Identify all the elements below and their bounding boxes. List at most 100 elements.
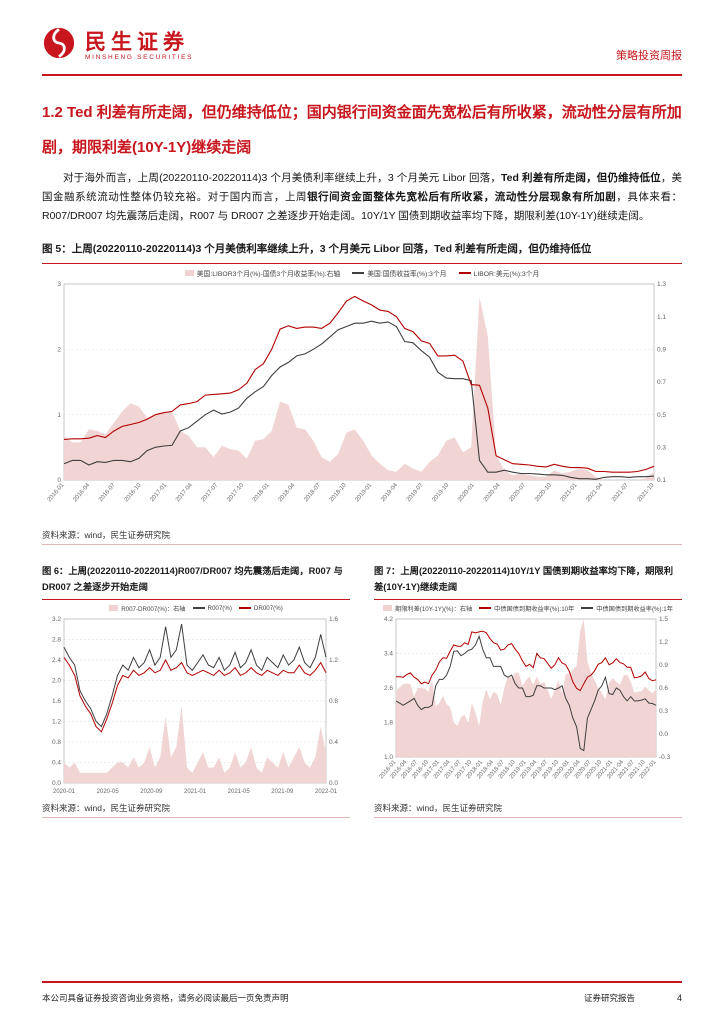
svg-text:2021-05: 2021-05 [228,789,251,795]
svg-text:0.0: 0.0 [52,780,61,787]
svg-text:2021-10: 2021-10 [637,482,656,503]
figure7-bottom-rule [374,816,682,818]
svg-text:1.2: 1.2 [52,718,61,725]
legend-item: 美国:国债收益率(%):3个月 [352,268,447,278]
legend-swatch [383,605,393,612]
section-heading: 1.2 Ted 利差有所走阔，但仍维持低位；国内银行间资金面先宽松后有所收紧，流… [42,104,682,156]
svg-text:0.9: 0.9 [657,346,666,353]
legend-item: 中债国债到期收益率(%):1年 [581,604,673,613]
figure7-legend: 期限利差(10Y-1Y)(%)：右轴 中债国债到期收益率(%):10年 中债国债到期… [374,604,682,613]
svg-text:2022-01: 2022-01 [315,789,338,795]
svg-text:-0.3: -0.3 [659,754,671,761]
svg-text:0.6: 0.6 [659,685,668,692]
figure6-source: 资料来源：wind，民生证券研究院 [42,802,170,813]
svg-text:0.3: 0.3 [659,708,668,715]
svg-text:0.5: 0.5 [657,411,666,418]
figure7-source: 资料来源：wind，民生证券研究院 [374,802,502,813]
svg-text:1: 1 [57,411,61,418]
svg-text:2021-01: 2021-01 [560,482,579,503]
svg-text:0.8: 0.8 [52,739,61,746]
svg-text:2018-04: 2018-04 [278,482,297,503]
svg-text:2.8: 2.8 [52,636,61,643]
legend-swatch [352,271,365,274]
legend-item: DR007(%) [238,605,283,612]
brand: 民生证券 MINSHENG SECURITIES [42,26,193,65]
svg-text:1.2: 1.2 [659,639,668,646]
legend-item: LIBOR:美元(%):3个月 [458,268,539,278]
svg-text:2017-01: 2017-01 [149,482,168,503]
figure5-top-rule [42,262,682,264]
svg-text:1.8: 1.8 [384,719,393,726]
brand-name-en: MINSHENG SECURITIES [85,53,194,61]
svg-text:1.3: 1.3 [657,281,666,288]
figure5-caption: 图 5：上周(20220110-20220114)3 个月美债利率继续上升，3 … [42,242,592,255]
figure6-legend: R007-DR007(%)：右轴 R007(%) DR007(%) [42,604,350,613]
legend-swatch [184,269,194,276]
svg-text:2017-07: 2017-07 [201,482,220,503]
figure5-bottom-rule [42,543,682,545]
svg-text:2018-07: 2018-07 [303,482,322,503]
figure-7: 图 7：上周(20220110-20220114)10Y/1Y 国债到期收益率均… [374,563,682,818]
report-type-label: 策略投资周报 [616,50,682,62]
svg-text:2016-01: 2016-01 [47,482,66,503]
legend-swatch [581,607,594,610]
svg-text:3: 3 [57,281,61,288]
svg-text:1.6: 1.6 [329,616,338,623]
svg-text:2016-10: 2016-10 [124,482,143,503]
legend-item: 期限利差(10Y-1Y)(%)：右轴 [383,604,472,613]
page-number: 4 [676,993,682,1003]
legend-swatch [238,607,251,610]
svg-text:0.4: 0.4 [329,739,338,746]
figure7-caption: 图 7：上周(20220110-20220114)10Y/1Y 国债到期收益率均… [374,565,673,592]
svg-text:0.0: 0.0 [329,780,338,787]
svg-text:0.0: 0.0 [659,731,668,738]
svg-text:0.3: 0.3 [657,444,666,451]
svg-text:2020-07: 2020-07 [508,482,527,503]
svg-text:2: 2 [57,346,61,353]
legend-item: 中债国债到期收益率(%):10年 [479,604,574,613]
svg-text:0.1: 0.1 [657,477,666,484]
legend-swatch [479,607,492,610]
body-paragraph: 对于海外而言，上周(20220110-20220114)3 个月美债利率继续上升… [42,172,683,222]
svg-text:2017-04: 2017-04 [175,482,194,503]
svg-text:2020-09: 2020-09 [140,789,163,795]
svg-text:1.5: 1.5 [659,616,668,623]
svg-text:0: 0 [57,477,61,484]
svg-text:2018-01: 2018-01 [252,482,271,503]
svg-text:2020-10: 2020-10 [534,482,553,503]
legend-item: 美国:LIBOR3个月(%)-国债3个月收益率(%):右轴 [184,268,340,278]
svg-text:2020-01: 2020-01 [53,789,76,795]
svg-text:2021-07: 2021-07 [611,482,630,503]
svg-text:2021-01: 2021-01 [184,789,207,795]
legend-item: R007(%) [192,605,232,612]
legend-item: R007-DR007(%)：右轴 [109,604,186,613]
figure7-top-rule [374,598,682,600]
legend-swatch [109,605,119,612]
figure7-chart: 1.01.82.63.44.2-0.30.00.30.60.91.21.5201… [379,616,671,780]
svg-text:2019-07: 2019-07 [406,482,425,503]
brand-name: 民生证券 [85,29,189,54]
legend-swatch [458,271,471,274]
svg-text:3.2: 3.2 [52,616,61,623]
svg-text:2019-01: 2019-01 [355,482,374,503]
svg-text:0.7: 0.7 [657,379,666,386]
svg-text:4.2: 4.2 [384,616,393,623]
svg-text:2017-10: 2017-10 [226,482,245,503]
figure6-top-rule [42,598,350,600]
svg-text:2021-04: 2021-04 [585,482,604,503]
svg-text:2020-04: 2020-04 [483,482,502,503]
svg-text:1.2: 1.2 [329,657,338,664]
svg-text:2018-10: 2018-10 [329,482,348,503]
svg-text:2.0: 2.0 [52,677,61,684]
legend-swatch [192,607,205,610]
minsheng-logo-icon [42,26,76,65]
figure6-bottom-rule [42,816,350,818]
figure5-legend: 美国:LIBOR3个月(%)-国债3个月收益率(%):右轴 美国:国债收益率(%)… [42,268,682,278]
svg-text:2020-01: 2020-01 [457,482,476,503]
svg-text:2016-07: 2016-07 [98,482,117,503]
svg-text:1.0: 1.0 [384,754,393,761]
svg-text:2019-10: 2019-10 [432,482,451,503]
figure-row: 图 6：上周(20220110-20220114)R007/DR007 均先震荡… [42,563,682,818]
svg-text:2016-04: 2016-04 [72,482,91,503]
